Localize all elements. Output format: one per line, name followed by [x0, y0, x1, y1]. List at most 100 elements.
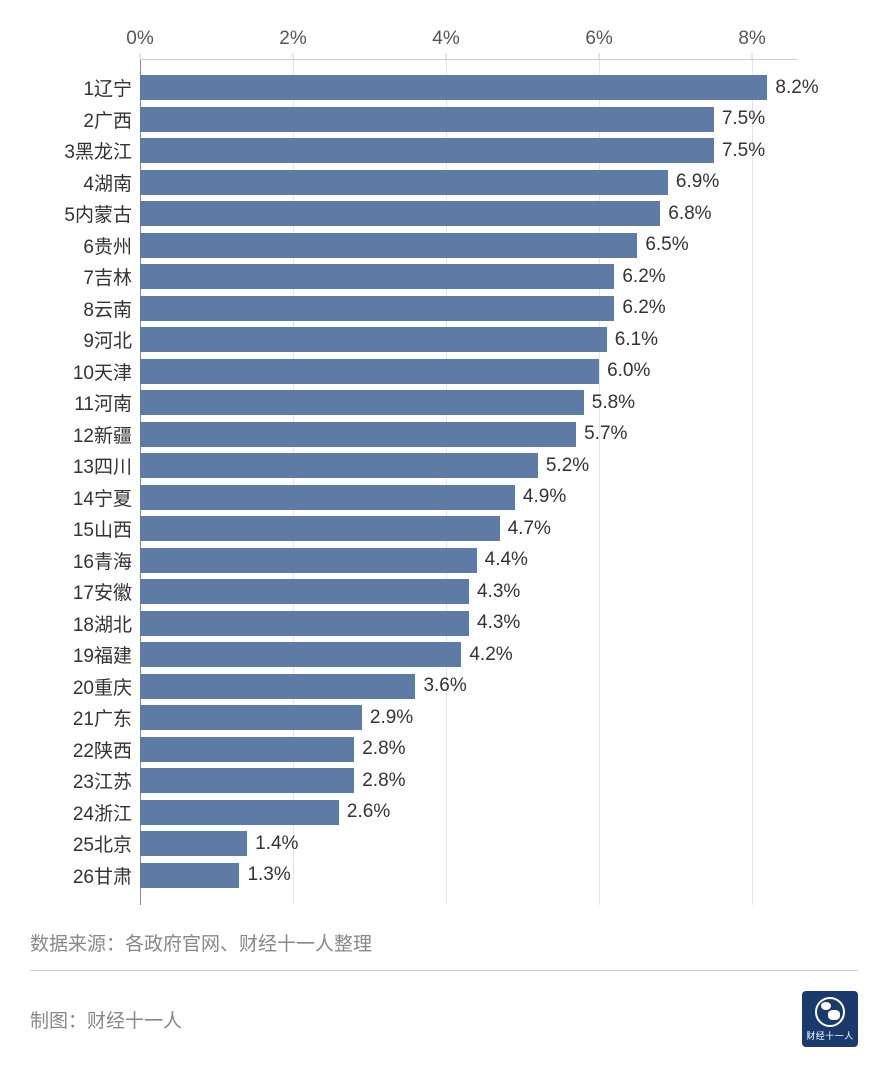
bar-rect: [140, 390, 584, 415]
bar-row: 3黑龙江7.5%: [140, 135, 798, 167]
bar-rect: [140, 516, 500, 541]
bar-value-label: 5.8%: [584, 392, 635, 414]
bar-row: 26甘肃1.3%: [140, 860, 798, 892]
bar-value-label: 6.5%: [637, 234, 688, 256]
bar-category-label: 22陕西: [73, 736, 140, 763]
bar-rect: [140, 201, 660, 226]
bar-row: 16青海4.4%: [140, 545, 798, 577]
bar-row: 14宁夏4.9%: [140, 482, 798, 514]
bar-rect: [140, 422, 576, 447]
bar-category-label: 24浙江: [73, 799, 140, 826]
bar-value-label: 4.3%: [469, 581, 520, 603]
bar-rect: [140, 863, 239, 888]
x-axis: 0%2%4%6%8%: [140, 20, 798, 60]
bar-category-label: 13四川: [73, 452, 140, 479]
bar-row: 5内蒙古6.8%: [140, 198, 798, 230]
bar-row: 24浙江2.6%: [140, 797, 798, 829]
bar-value-label: 4.3%: [469, 612, 520, 634]
bar-category-label: 2广西: [83, 106, 140, 133]
bar-value-label: 2.8%: [354, 738, 405, 760]
bar-value-label: 2.9%: [362, 707, 413, 729]
bar-row: 6贵州6.5%: [140, 230, 798, 262]
bar-value-label: 3.6%: [415, 675, 466, 697]
bar-row: 7吉林6.2%: [140, 261, 798, 293]
bar-rect: [140, 768, 354, 793]
bar-value-label: 2.8%: [354, 770, 405, 792]
brand-logo: 财经十一人: [802, 991, 858, 1047]
bar-value-label: 6.2%: [614, 266, 665, 288]
bar-value-label: 6.2%: [614, 297, 665, 319]
x-tick-label: 2%: [279, 28, 306, 50]
bar-category-label: 23江苏: [73, 767, 140, 794]
x-tick-label: 0%: [126, 28, 153, 50]
bar-row: 19福建4.2%: [140, 639, 798, 671]
data-source-text: 数据来源：各政府官网、财经十一人整理: [0, 915, 888, 970]
bar-category-label: 4湖南: [83, 169, 140, 196]
bar-row: 10天津6.0%: [140, 356, 798, 388]
bar-rect: [140, 327, 607, 352]
bar-value-label: 7.5%: [714, 140, 765, 162]
bar-row: 23江苏2.8%: [140, 765, 798, 797]
bar-value-label: 4.4%: [477, 549, 528, 571]
bar-category-label: 21广东: [73, 704, 140, 731]
brand-logo-text: 财经十一人: [806, 1029, 854, 1042]
bar-category-label: 1辽宁: [83, 74, 140, 101]
bar-row: 13四川5.2%: [140, 450, 798, 482]
bar-rect: [140, 75, 767, 100]
bar-value-label: 5.2%: [538, 455, 589, 477]
bar-value-label: 6.9%: [668, 171, 719, 193]
bar-row: 20重庆3.6%: [140, 671, 798, 703]
bar-value-label: 6.0%: [599, 360, 650, 382]
bar-category-label: 6贵州: [83, 232, 140, 259]
bar-row: 9河北6.1%: [140, 324, 798, 356]
bar-category-label: 19福建: [73, 641, 140, 668]
bar-category-label: 17安徽: [73, 578, 140, 605]
bar-value-label: 7.5%: [714, 108, 765, 130]
bar-row: 15山西4.7%: [140, 513, 798, 545]
bar-category-label: 20重庆: [73, 673, 140, 700]
x-tick-label: 6%: [585, 28, 612, 50]
bar-row: 18湖北4.3%: [140, 608, 798, 640]
bar-category-label: 14宁夏: [73, 484, 140, 511]
bar-rect: [140, 611, 469, 636]
bar-rect: [140, 800, 339, 825]
bar-row: 12新疆5.7%: [140, 419, 798, 451]
bar-rect: [140, 737, 354, 762]
bar-row: 8云南6.2%: [140, 293, 798, 325]
bar-value-label: 4.2%: [461, 644, 512, 666]
bar-value-label: 4.7%: [500, 518, 551, 540]
bar-value-label: 5.7%: [576, 423, 627, 445]
bar-rect: [140, 107, 714, 132]
plot-area: 0%2%4%6%8% 1辽宁8.2%2广西7.5%3黑龙江7.5%4湖南6.9%…: [140, 20, 798, 905]
bar-value-label: 6.1%: [607, 329, 658, 351]
bar-row: 22陕西2.8%: [140, 734, 798, 766]
bar-value-label: 1.4%: [247, 833, 298, 855]
bar-category-label: 18湖北: [73, 610, 140, 637]
bar-value-label: 4.9%: [515, 486, 566, 508]
bar-rect: [140, 548, 477, 573]
bar-category-label: 10天津: [73, 358, 140, 385]
bar-row: 25北京1.4%: [140, 828, 798, 860]
bar-rect: [140, 831, 247, 856]
x-tick-mark: [599, 53, 600, 59]
bar-row: 1辽宁8.2%: [140, 72, 798, 104]
bar-value-label: 2.6%: [339, 801, 390, 823]
bar-category-label: 3黑龙江: [64, 137, 140, 164]
bar-row: 17安徽4.3%: [140, 576, 798, 608]
x-tick-mark: [752, 53, 753, 59]
credit-text: 制图：财经十一人: [30, 1006, 182, 1033]
bar-category-label: 12新疆: [73, 421, 140, 448]
bar-value-label: 6.8%: [660, 203, 711, 225]
bar-category-label: 16青海: [73, 547, 140, 574]
bar-value-label: 8.2%: [767, 77, 818, 99]
bar-rect: [140, 264, 614, 289]
bar-category-label: 26甘肃: [73, 862, 140, 889]
bar-rect: [140, 579, 469, 604]
chart-container: 0%2%4%6%8% 1辽宁8.2%2广西7.5%3黑龙江7.5%4湖南6.9%…: [0, 0, 888, 915]
bar-row: 4湖南6.9%: [140, 167, 798, 199]
x-tick-label: 8%: [738, 28, 765, 50]
bars-region: 1辽宁8.2%2广西7.5%3黑龙江7.5%4湖南6.9%5内蒙古6.8%6贵州…: [140, 60, 798, 905]
bar-rect: [140, 705, 362, 730]
bar-category-label: 5内蒙古: [64, 200, 140, 227]
bar-rect: [140, 485, 515, 510]
